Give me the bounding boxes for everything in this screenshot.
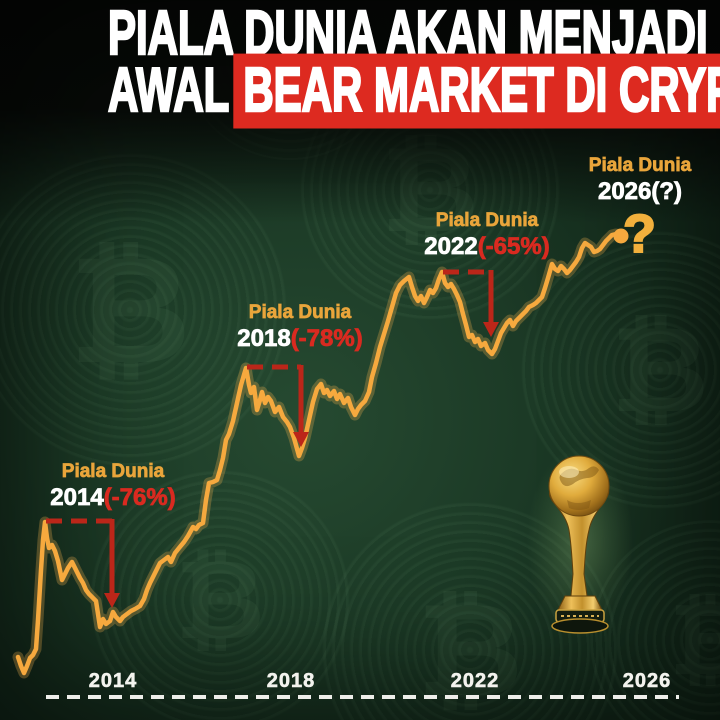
annotation-drawdown: (-78%) (290, 325, 363, 353)
annotation-worldcup-2026: Piala Dunia 2026(?) (555, 155, 720, 206)
x-tick-2014: 2014 (88, 670, 138, 693)
annotation-unknown: (?) (651, 178, 683, 206)
annotation-worldcup-2014: Piala Dunia 2014(-76%) (28, 461, 198, 512)
drop-arrow-head-2014 (104, 593, 120, 608)
headline-red-highlight: BEAR MARKET DI CRYPTO? (233, 53, 720, 129)
world-cup-trophy (527, 446, 633, 638)
x-tick-2026: 2026 (622, 670, 672, 693)
annotation-drawdown: (-76%) (103, 484, 176, 512)
annotation-title: Piala Dunia (588, 155, 692, 177)
x-tick-2018: 2018 (266, 670, 316, 693)
annotation-year: 2014 (50, 484, 104, 512)
future-question-mark: ? (622, 203, 657, 265)
annotation-drawdown: (-65%) (477, 233, 550, 261)
trophy-base-foot (551, 618, 609, 634)
annotation-year: 2026 (597, 178, 652, 206)
annotation-year: 2022 (424, 233, 478, 261)
annotation-title: Piala Dunia (435, 210, 539, 232)
trophy-base-flare (557, 595, 603, 611)
trophy-globe-highlight (559, 466, 579, 478)
annotation-title: Piala Dunia (248, 302, 352, 324)
headline: PIALA DUNIA AKAN MENJADI AWAL BEAR MARKET… (0, 0, 720, 129)
annotation-title: Piala Dunia (61, 461, 165, 483)
x-tick-2022: 2022 (450, 670, 500, 693)
headline-awal: AWAL (107, 54, 230, 125)
annotation-worldcup-2018: Piala Dunia 2018(-78%) (215, 302, 385, 353)
annotation-year: 2018 (237, 325, 291, 353)
annotation-worldcup-2022: Piala Dunia 2022(-65%) (402, 210, 572, 261)
